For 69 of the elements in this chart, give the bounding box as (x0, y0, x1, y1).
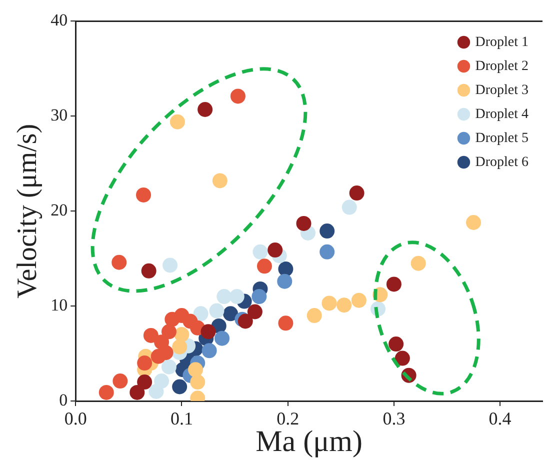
point (336, 298, 352, 313)
y-tick-label: 30 (50, 106, 68, 125)
point (306, 308, 322, 324)
point (161, 359, 176, 374)
point (172, 339, 188, 354)
point (394, 350, 410, 366)
point (238, 314, 253, 329)
point (342, 200, 357, 215)
point (190, 374, 206, 390)
x-tick-label: 0.1 (170, 408, 193, 429)
point (256, 258, 272, 274)
point (198, 102, 213, 118)
y-tick-label: 20 (50, 200, 68, 220)
point (214, 330, 230, 346)
point (410, 256, 426, 271)
point (466, 214, 482, 230)
point (388, 336, 404, 352)
point (349, 186, 364, 201)
point (188, 362, 204, 378)
point (277, 274, 292, 289)
legend-label: Droplet 2 (475, 58, 528, 74)
point (212, 173, 228, 188)
point (136, 187, 152, 202)
point (137, 374, 152, 390)
point (143, 328, 158, 343)
legend-label: Droplet 6 (475, 154, 528, 170)
point (112, 254, 127, 270)
point (137, 356, 152, 371)
point (268, 242, 283, 258)
x-tick-label: 0.0 (64, 408, 87, 429)
point (162, 258, 178, 273)
point (223, 306, 238, 322)
point (278, 262, 294, 277)
legend-label: Droplet 3 (475, 82, 528, 98)
point (322, 296, 337, 311)
legend-label: Droplet 5 (475, 130, 528, 146)
point (320, 244, 335, 260)
y-axis-title: Velocity (μm/s) (12, 124, 44, 298)
point (154, 374, 170, 389)
point (230, 88, 246, 104)
point (158, 345, 174, 360)
point (202, 343, 217, 358)
y-tick-label: 0 (59, 390, 68, 410)
point (98, 384, 114, 400)
point (386, 276, 402, 292)
point (247, 304, 262, 320)
x-tick-label: 0.4 (488, 408, 512, 429)
point (229, 289, 244, 304)
point (252, 244, 268, 260)
legend-label: Droplet 1 (475, 34, 528, 50)
legend-label: Droplet 4 (475, 106, 528, 122)
point (193, 306, 208, 322)
point (170, 114, 185, 130)
point (172, 379, 188, 394)
point (141, 263, 156, 278)
point (296, 216, 312, 231)
point (209, 303, 224, 318)
point (351, 292, 366, 308)
point (278, 316, 294, 331)
point (200, 324, 216, 340)
point (161, 324, 176, 340)
y-tick-label: 10 (50, 296, 68, 315)
x-tick-label: 0.3 (382, 408, 406, 429)
point (320, 224, 335, 239)
point (216, 289, 232, 304)
y-tick-label: 40 (50, 10, 68, 30)
point (130, 384, 145, 400)
point (252, 289, 267, 304)
point (112, 374, 128, 389)
